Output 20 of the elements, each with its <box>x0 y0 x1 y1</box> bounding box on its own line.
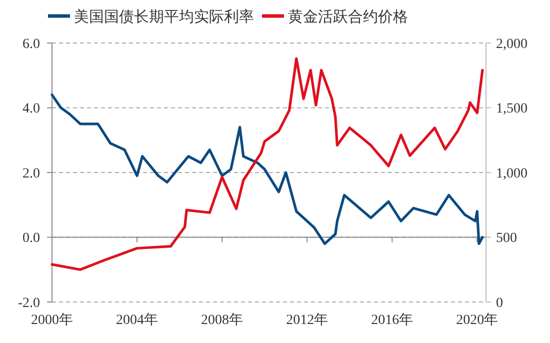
x-tick-label: 2004年 <box>116 312 158 328</box>
y2-tick-label: 1,000 <box>496 166 528 182</box>
legend-label: 黄金活跃合约价格 <box>288 8 408 26</box>
line-series <box>50 57 484 271</box>
legend-label: 美国国债长期平均实际利率 <box>74 8 254 26</box>
y-tick-label: 6.0 <box>22 36 40 52</box>
x-tick-label: 2012年 <box>286 312 328 328</box>
y-tick-label: 2.0 <box>22 166 40 182</box>
y-tick-label: 0.0 <box>22 231 40 246</box>
line-series <box>50 94 484 246</box>
y2-tick-label: 0 <box>496 296 503 311</box>
y2-tick-label: 500 <box>496 231 517 246</box>
y-tick-label: -2.0 <box>18 296 40 311</box>
x-tick-label: 2016年 <box>371 312 414 328</box>
x-tick-label: 2008年 <box>201 312 244 328</box>
y-tick-label: 4.0 <box>22 102 40 117</box>
y2-tick-label: 1,500 <box>496 102 528 117</box>
x-tick-label: 2020年 <box>456 312 498 328</box>
x-tick-label: 2000年 <box>31 312 73 328</box>
y2-tick-label: 2,000 <box>496 36 528 52</box>
